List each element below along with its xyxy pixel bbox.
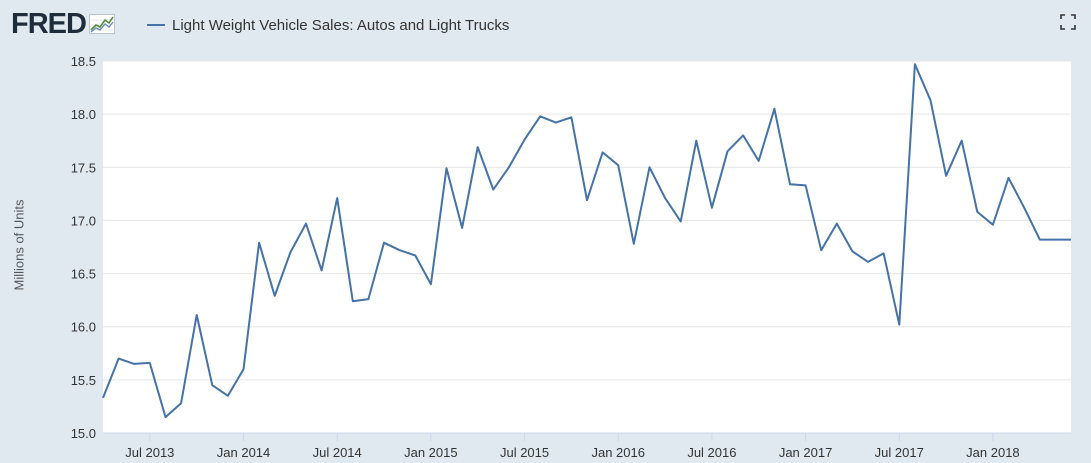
- x-tick-label: Jan 2018: [966, 445, 1020, 460]
- x-tick-label: Jul 2016: [687, 445, 736, 460]
- series-line: [102, 63, 1071, 419]
- x-tick-label: Jan 2015: [404, 445, 458, 460]
- x-tick-label: Jul 2014: [313, 445, 362, 460]
- logo-text: FRED: [11, 8, 87, 40]
- x-tick-label: Jul 2013: [125, 445, 174, 460]
- y-tick-label: 16.5: [71, 267, 96, 282]
- y-tick-label: 18.5: [71, 54, 96, 69]
- x-tick-label: Jul 2017: [875, 445, 924, 460]
- fred-logo[interactable]: FRED: [11, 8, 115, 40]
- line-graph-icon: [88, 14, 115, 34]
- legend-swatch: [147, 24, 165, 26]
- plot-area: [103, 61, 1071, 433]
- x-axis-ticks: Jul 2013 Jan 2014 Jul 2014 Jan 2015 Jul 2015…: [103, 432, 1071, 460]
- y-tick-label: 15.5: [71, 373, 96, 388]
- y-tick-label: 16.0: [71, 320, 96, 335]
- y-tick-label: 15.0: [71, 426, 96, 441]
- fullscreen-icon[interactable]: [1060, 14, 1076, 30]
- x-tick-label: Jul 2015: [500, 445, 549, 460]
- x-tick-label: Jan 2017: [779, 445, 833, 460]
- x-tick-label: Jan 2014: [217, 445, 271, 460]
- y-tick-label: 17.0: [71, 213, 96, 228]
- legend-label: Light Weight Vehicle Sales: Autos and Li…: [172, 16, 510, 34]
- legend: Light Weight Vehicle Sales: Autos and Li…: [147, 14, 509, 36]
- y-axis-ticks: 15.0 15.5 16.0 16.5 17.0 17.5 18.0 18.5: [71, 54, 96, 441]
- x-tick-label: Jan 2016: [591, 445, 645, 460]
- y-tick-label: 18.0: [71, 107, 96, 122]
- y-axis-label: Millions of Units: [11, 199, 27, 291]
- chart-header: FRED Light Weight Vehicle Sales: Autos a…: [0, 0, 1091, 52]
- y-tick-label: 17.5: [71, 160, 96, 175]
